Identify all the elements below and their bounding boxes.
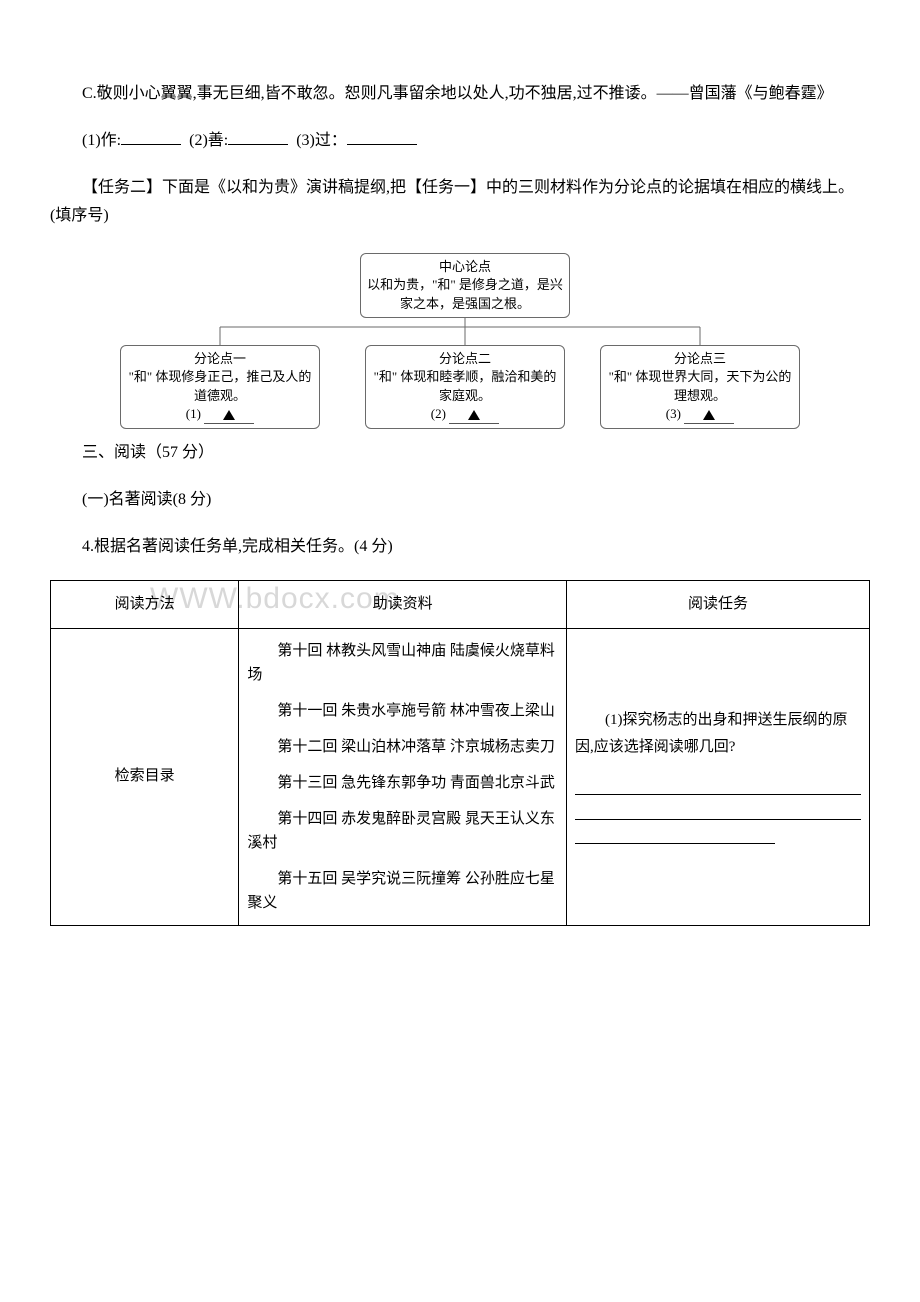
section3-q4: 4.根据名著阅读任务单,完成相关任务。(4 分) (50, 533, 870, 562)
diagram-center-body: 以和为贵，"和" 是修身之道，是兴家之本，是强国之根。 (367, 276, 563, 312)
table-row: 检索目录 第十回 林教头风雪山神庙 陆虞候火烧草料场 第十一回 朱贵水亭施号箭 … (51, 628, 870, 925)
blank-input-2[interactable] (228, 129, 288, 145)
diagram-sub3-blank[interactable] (684, 405, 734, 424)
triangle-icon (223, 410, 235, 420)
section3-sub1: (一)名著阅读(8 分) (50, 486, 870, 515)
blank-label-3: (3)过： (296, 132, 347, 149)
chapter-13: 第十三回 急先锋东郭争功 青面兽北京斗武 (247, 771, 558, 795)
header-task: 阅读任务 (566, 580, 869, 628)
diagram-sub2-body: "和" 体现和睦孝顺，融洽和美的家庭观。 (372, 368, 558, 404)
diagram-sub3-body: "和" 体现世界大同，天下为公的理想观。 (607, 368, 793, 404)
table-container: WWW.bdocx.com 阅读方法 助读资料 阅读任务 检索目录 第十回 林教… (50, 580, 870, 926)
cell-method: 检索目录 (51, 628, 239, 925)
header-method: 阅读方法 (51, 580, 239, 628)
section3-heading: 三、阅读（57 分） (50, 439, 870, 468)
chapter-11: 第十一回 朱贵水亭施号箭 林冲雪夜上梁山 (247, 699, 558, 723)
diagram-sub2-fill: (2) (372, 405, 558, 424)
blank-fill-line: (1)作: (2)善: (3)过： (50, 127, 870, 156)
task2-prompt-text: 【任务二】下面是《以和为贵》演讲稿提纲,把【任务一】中的三则材料作为分论点的论据… (50, 179, 854, 225)
diagram-sub2-title: 分论点二 (372, 350, 558, 368)
diagram-sub3-num: (3) (666, 406, 681, 421)
diagram-sub2-box: 分论点二 "和" 体现和睦孝顺，融洽和美的家庭观。 (2) (365, 345, 565, 429)
task1-answer-line-3[interactable] (575, 822, 775, 845)
diagram-sub2-num: (2) (431, 406, 446, 421)
diagram-center-box: 中心论点 以和为贵，"和" 是修身之道，是兴家之本，是强国之根。 (360, 253, 570, 318)
blank-input-1[interactable] (121, 129, 181, 145)
chapter-15: 第十五回 吴学究说三阮撞筹 公孙胜应七星聚义 (247, 867, 558, 915)
diagram-center-title: 中心论点 (367, 258, 563, 276)
diagram-sub1-body: "和" 体现修身正己，推己及人的道德观。 (127, 368, 313, 404)
section3-q4-text: 4.根据名著阅读任务单,完成相关任务。(4 分) (82, 538, 393, 555)
blank-label-1: (1)作: (82, 132, 121, 149)
reading-task-table: 阅读方法 助读资料 阅读任务 检索目录 第十回 林教头风雪山神庙 陆虞候火烧草料… (50, 580, 870, 926)
diagram-sub1-box: 分论点一 "和" 体现修身正己，推己及人的道德观。 (1) (120, 345, 320, 429)
blank-label-2: (2)善: (189, 132, 228, 149)
table-header-row: 阅读方法 助读资料 阅读任务 (51, 580, 870, 628)
diagram-sub1-blank[interactable] (204, 405, 254, 424)
triangle-icon (703, 410, 715, 420)
argument-diagram: 中心论点 以和为贵，"和" 是修身之道，是兴家之本，是强国之根。 分论点一 "和… (120, 249, 800, 419)
diagram-sub3-box: 分论点三 "和" 体现世界大同，天下为公的理想观。 (3) (600, 345, 800, 429)
diagram-sub2-blank[interactable] (449, 405, 499, 424)
cell-task: (1)探究杨志的出身和押送生辰纲的原因,应该选择阅读哪几回? (566, 628, 869, 925)
diagram-sub1-num: (1) (186, 406, 201, 421)
task1-answer-line-1[interactable] (575, 773, 861, 796)
cell-material: 第十回 林教头风雪山神庙 陆虞候火烧草料场 第十一回 朱贵水亭施号箭 林冲雪夜上… (239, 628, 567, 925)
diagram-sub1-title: 分论点一 (127, 350, 313, 368)
quote-c: C.敬则小心翼翼,事无巨细,皆不敢忽。恕则凡事留余地以处人,功不独居,过不推诿。… (50, 80, 870, 109)
chapter-12: 第十二回 梁山泊林冲落草 汴京城杨志卖刀 (247, 735, 558, 759)
chapter-14: 第十四回 赤发鬼醉卧灵宫殿 晁天王认义东溪村 (247, 807, 558, 855)
triangle-icon (468, 410, 480, 420)
task1-question: (1)探究杨志的出身和押送生辰纲的原因,应该选择阅读哪几回? (575, 707, 861, 761)
section3-heading-text: 三、阅读（57 分） (82, 444, 214, 461)
diagram-sub1-fill: (1) (127, 405, 313, 424)
blank-input-3[interactable] (347, 129, 417, 145)
task1-answer-line-2[interactable] (575, 797, 861, 820)
task2-prompt: 【任务二】下面是《以和为贵》演讲稿提纲,把【任务一】中的三则材料作为分论点的论据… (50, 174, 870, 232)
diagram-sub3-title: 分论点三 (607, 350, 793, 368)
header-material: 助读资料 (239, 580, 567, 628)
chapter-10: 第十回 林教头风雪山神庙 陆虞候火烧草料场 (247, 639, 558, 687)
diagram-sub3-fill: (3) (607, 405, 793, 424)
quote-c-text: C.敬则小心翼翼,事无巨细,皆不敢忽。恕则凡事留余地以处人,功不独居,过不推诿。… (82, 85, 833, 102)
section3-sub1-text: (一)名著阅读(8 分) (82, 491, 211, 508)
